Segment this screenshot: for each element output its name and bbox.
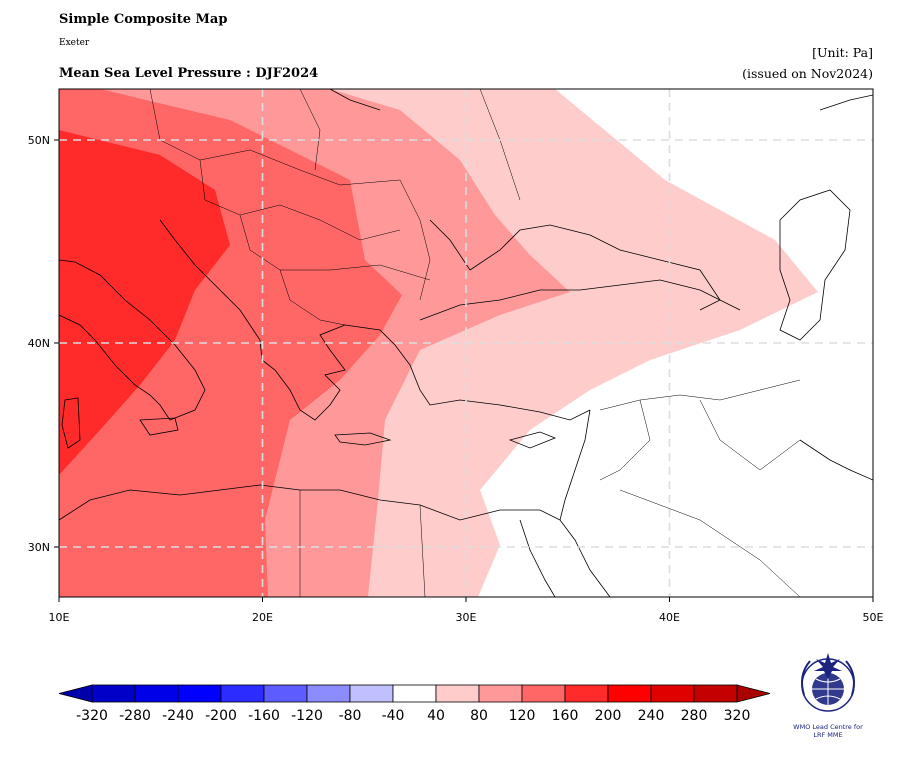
x-tick-10e: 10E bbox=[49, 611, 70, 624]
map-title: Simple Composite Map bbox=[59, 12, 228, 27]
colorbar-segment bbox=[91, 684, 136, 703]
contour-band-160-200 bbox=[59, 130, 230, 475]
colorbar-tick-label: 320 bbox=[724, 708, 751, 724]
y-tick-30n: 30N bbox=[28, 541, 50, 554]
colorbar-segment bbox=[478, 684, 523, 703]
wmo-logo bbox=[801, 653, 855, 712]
colorbar-tick-label: 240 bbox=[638, 708, 665, 724]
country-borders bbox=[149, 89, 801, 597]
x-tick-50e: 50E bbox=[863, 611, 884, 624]
y-tick-labels: 50N 40N 30N bbox=[28, 134, 50, 554]
colorbar-tick-label: -320 bbox=[76, 708, 108, 724]
logo-text-line1: WMO Lead Centre for bbox=[793, 723, 863, 731]
colorbar-tick-label: -200 bbox=[205, 708, 237, 724]
colorbar-tick-label: -120 bbox=[291, 708, 323, 724]
x-tick-20e: 20E bbox=[252, 611, 273, 624]
y-tick-40n: 40N bbox=[28, 337, 50, 350]
colorbar-segment bbox=[693, 684, 738, 703]
y-tick-50n: 50N bbox=[28, 134, 50, 147]
colorbar-segment bbox=[349, 684, 394, 703]
colorbar-tick-label: -80 bbox=[339, 708, 362, 724]
map-area bbox=[59, 89, 873, 597]
colorbar-tick-label: 200 bbox=[595, 708, 622, 724]
map-subtitle: Exeter bbox=[59, 38, 90, 48]
colorbar-segment bbox=[435, 684, 480, 703]
colorbar-tick-label: 160 bbox=[552, 708, 579, 724]
colorbar-tick-label: 80 bbox=[470, 708, 488, 724]
colorbar-tick-label: 120 bbox=[509, 708, 536, 724]
colorbar-tick-label: 280 bbox=[681, 708, 708, 724]
logo-star bbox=[814, 653, 842, 679]
colorbar-tick-label: -240 bbox=[162, 708, 194, 724]
unit-label: [Unit: Pa] bbox=[812, 45, 873, 60]
x-tick-labels: 10E 20E 30E 40E 50E bbox=[49, 611, 884, 624]
colorbar-tick-label: -40 bbox=[382, 708, 405, 724]
colorbar-segment bbox=[564, 684, 609, 703]
coastlines bbox=[59, 89, 873, 597]
issued-label: (issued on Nov2024) bbox=[742, 66, 873, 81]
x-tick-40e: 40E bbox=[659, 611, 680, 624]
colorbar-tick-label: 40 bbox=[427, 708, 445, 724]
colorbar-segment bbox=[306, 684, 351, 703]
colorbar-segment bbox=[220, 684, 265, 703]
colorbar-tick-label: -160 bbox=[248, 708, 280, 724]
colorbar-tick-label: -280 bbox=[119, 708, 151, 724]
colorbar-over-arrow bbox=[736, 684, 771, 703]
colorbar-segment bbox=[134, 684, 179, 703]
colorbar-segment bbox=[263, 684, 308, 703]
colorbar-segment bbox=[650, 684, 695, 703]
colorbar-segment bbox=[521, 684, 566, 703]
variable-title: Mean Sea Level Pressure : DJF2024 bbox=[59, 66, 319, 81]
colorbar-segment bbox=[177, 684, 222, 703]
colorbar-under-arrow bbox=[58, 684, 93, 703]
colorbar-segment bbox=[392, 684, 437, 703]
colorbar-segment bbox=[607, 684, 652, 703]
logo-text-line2: LRF MME bbox=[813, 731, 842, 739]
x-tick-30e: 30E bbox=[456, 611, 477, 624]
colorbar: -320 -280 -240 -200 -160 -120 -80 -40 40 80 120 160… bbox=[58, 684, 771, 724]
gridlines bbox=[59, 89, 873, 597]
axis-ticks bbox=[54, 139, 874, 602]
